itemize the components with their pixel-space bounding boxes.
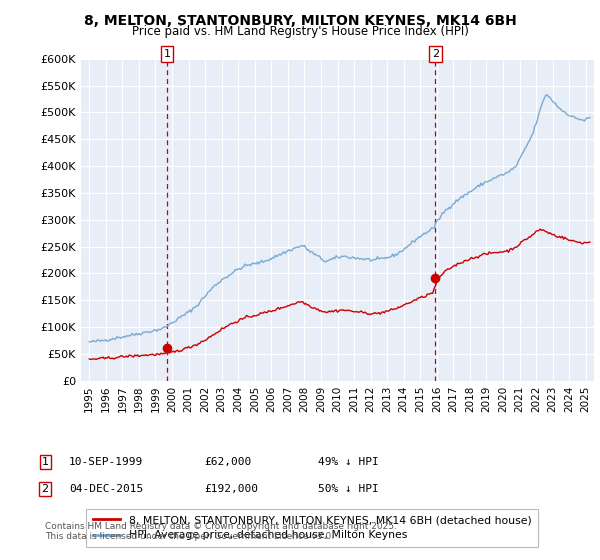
Text: 2: 2 (41, 484, 49, 494)
Text: £62,000: £62,000 (204, 457, 251, 467)
Text: Price paid vs. HM Land Registry's House Price Index (HPI): Price paid vs. HM Land Registry's House … (131, 25, 469, 38)
Text: 50% ↓ HPI: 50% ↓ HPI (318, 484, 379, 494)
Text: 1: 1 (163, 49, 170, 59)
Text: 49% ↓ HPI: 49% ↓ HPI (318, 457, 379, 467)
Text: 2: 2 (432, 49, 439, 59)
Legend: 8, MELTON, STANTONBURY, MILTON KEYNES, MK14 6BH (detached house), HPI: Average p: 8, MELTON, STANTONBURY, MILTON KEYNES, M… (86, 508, 538, 547)
Text: 8, MELTON, STANTONBURY, MILTON KEYNES, MK14 6BH: 8, MELTON, STANTONBURY, MILTON KEYNES, M… (83, 14, 517, 28)
Text: £192,000: £192,000 (204, 484, 258, 494)
Text: 10-SEP-1999: 10-SEP-1999 (69, 457, 143, 467)
Text: Contains HM Land Registry data © Crown copyright and database right 2025.
This d: Contains HM Land Registry data © Crown c… (45, 522, 397, 542)
Text: 1: 1 (41, 457, 49, 467)
Text: 04-DEC-2015: 04-DEC-2015 (69, 484, 143, 494)
